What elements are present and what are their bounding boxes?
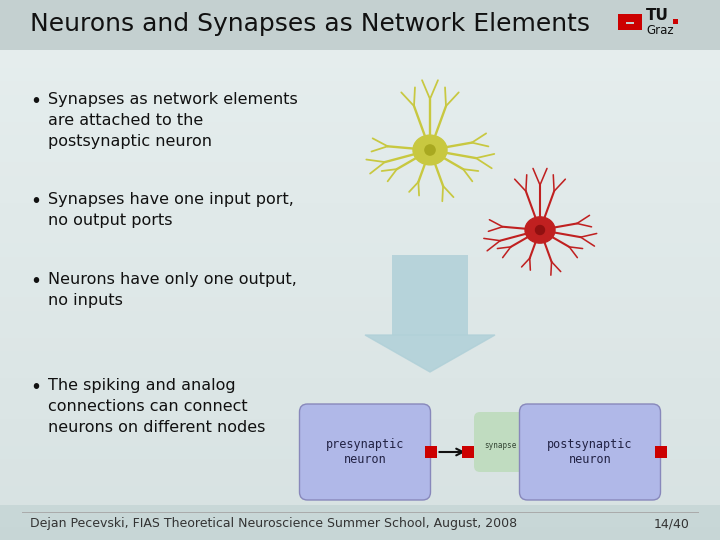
Bar bbox=[0, 54, 720, 68]
Bar bbox=[0, 230, 720, 243]
Ellipse shape bbox=[525, 217, 555, 243]
Text: •: • bbox=[30, 192, 41, 211]
Bar bbox=[654, 446, 667, 458]
Bar bbox=[0, 45, 720, 505]
Text: •: • bbox=[30, 92, 41, 111]
Text: TU: TU bbox=[646, 8, 669, 23]
FancyBboxPatch shape bbox=[520, 404, 660, 500]
Bar bbox=[0, 162, 720, 176]
Bar bbox=[0, 418, 720, 432]
Bar bbox=[0, 324, 720, 338]
Bar bbox=[0, 472, 720, 486]
Ellipse shape bbox=[413, 135, 447, 165]
Polygon shape bbox=[365, 335, 495, 372]
Bar bbox=[0, 81, 720, 94]
Bar bbox=[0, 284, 720, 297]
Bar bbox=[0, 148, 720, 162]
Bar bbox=[0, 108, 720, 122]
Bar bbox=[0, 378, 720, 392]
Bar bbox=[0, 40, 720, 54]
Bar bbox=[0, 392, 720, 405]
Bar bbox=[0, 122, 720, 135]
Bar bbox=[0, 68, 720, 81]
FancyBboxPatch shape bbox=[474, 412, 526, 472]
Bar bbox=[0, 270, 720, 284]
Bar bbox=[626, 14, 634, 22]
Bar bbox=[0, 351, 720, 364]
Bar bbox=[0, 446, 720, 459]
FancyBboxPatch shape bbox=[300, 404, 431, 500]
Bar bbox=[0, 256, 720, 270]
Text: 14/40: 14/40 bbox=[654, 517, 690, 530]
Bar bbox=[0, 405, 720, 418]
Bar bbox=[0, 486, 720, 500]
Text: Synapses have one input port,
no output ports: Synapses have one input port, no output … bbox=[48, 192, 294, 228]
Text: synapse: synapse bbox=[484, 442, 516, 450]
Bar bbox=[0, 338, 720, 351]
Text: Neurons have only one output,
no inputs: Neurons have only one output, no inputs bbox=[48, 272, 297, 308]
Bar bbox=[0, 216, 720, 229]
Bar bbox=[0, 500, 720, 513]
Bar bbox=[0, 432, 720, 445]
Bar bbox=[0, 202, 720, 216]
Text: Graz: Graz bbox=[646, 24, 674, 37]
Text: The spiking and analog
connections can connect
neurons on different nodes: The spiking and analog connections can c… bbox=[48, 378, 266, 435]
Bar bbox=[634, 14, 642, 30]
Bar bbox=[462, 446, 474, 458]
Text: presynaptic
neuron: presynaptic neuron bbox=[326, 438, 404, 466]
Bar bbox=[0, 189, 720, 202]
Bar bbox=[0, 526, 720, 540]
Text: •: • bbox=[30, 378, 41, 397]
Text: •: • bbox=[30, 272, 41, 291]
Bar bbox=[0, 94, 720, 108]
Bar bbox=[0, 0, 720, 50]
Bar bbox=[0, 310, 720, 324]
Bar bbox=[0, 14, 720, 27]
Bar bbox=[0, 297, 720, 310]
Bar bbox=[618, 14, 626, 30]
Text: Synapses as network elements
are attached to the
postsynaptic neuron: Synapses as network elements are attache… bbox=[48, 92, 298, 149]
Bar bbox=[626, 24, 634, 30]
Text: postsynaptic
neuron: postsynaptic neuron bbox=[547, 438, 633, 466]
Bar bbox=[0, 27, 720, 40]
Bar bbox=[0, 243, 720, 256]
Text: Neurons and Synapses as Network Elements: Neurons and Synapses as Network Elements bbox=[30, 12, 590, 36]
Circle shape bbox=[536, 226, 544, 234]
Bar bbox=[425, 446, 436, 458]
Bar bbox=[0, 513, 720, 526]
Bar bbox=[392, 255, 468, 335]
Bar bbox=[0, 364, 720, 378]
Bar bbox=[673, 19, 678, 24]
Bar bbox=[0, 0, 720, 14]
Circle shape bbox=[425, 145, 435, 155]
Bar bbox=[0, 459, 720, 472]
Bar bbox=[0, 176, 720, 189]
Text: Dejan Pecevski, FIAS Theoretical Neuroscience Summer School, August, 2008: Dejan Pecevski, FIAS Theoretical Neurosc… bbox=[30, 517, 517, 530]
Bar bbox=[0, 135, 720, 148]
